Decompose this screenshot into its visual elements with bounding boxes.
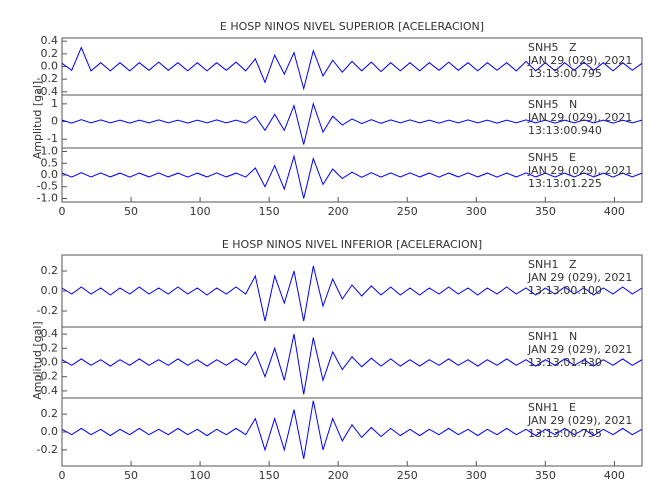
trace-date: JAN 29 (029), 2021 <box>527 164 632 177</box>
trace-station: SNH5 E <box>528 151 576 164</box>
trace-time: 13:13:01.430 <box>528 356 602 369</box>
chart-title: E HOSP NINOS NIVEL INFERIOR [ACELERACION… <box>222 238 482 251</box>
y-axis-label: Amplitud [gal] <box>31 321 44 399</box>
x-tick-label: 150 <box>259 469 280 482</box>
y-tick-label: 0.0 <box>41 168 59 181</box>
trace-time: 13:13:00.795 <box>528 67 602 80</box>
x-tick-label: 200 <box>328 469 349 482</box>
chart-title: E HOSP NINOS NIVEL SUPERIOR [ACELERACION… <box>220 20 484 33</box>
x-tick-label: 250 <box>397 469 418 482</box>
y-tick-label: 0.0 <box>41 425 59 438</box>
x-tick-label: 400 <box>604 205 625 218</box>
y-tick-label: 0.5 <box>41 156 59 169</box>
x-tick-label: 0 <box>59 205 66 218</box>
x-tick-label: 150 <box>259 205 280 218</box>
y-tick-label: 0.2 <box>41 47 59 60</box>
y-tick-label: 0.2 <box>41 407 59 420</box>
x-tick-label: 300 <box>466 469 487 482</box>
waveform <box>61 101 643 145</box>
waveform <box>61 265 643 322</box>
waveform <box>61 154 643 199</box>
trace-station: SNH1 N <box>528 330 577 343</box>
y-tick-label: -1 <box>47 132 58 145</box>
waveform <box>61 333 643 395</box>
x-tick-label: 100 <box>190 205 211 218</box>
trace-date: JAN 29 (029), 2021 <box>527 271 632 284</box>
x-tick-label: 300 <box>466 205 487 218</box>
y-tick-label: 1 <box>51 97 58 110</box>
y-tick-label: 0.0 <box>41 356 59 369</box>
trace-date: JAN 29 (029), 2021 <box>527 343 632 356</box>
y-tick-label: 0.2 <box>41 341 59 354</box>
trace-station: SNH5 Z <box>528 41 577 54</box>
trace-station: SNH1 E <box>528 401 576 414</box>
x-tick-label: 100 <box>190 469 211 482</box>
y-tick-label: 1.0 <box>41 145 59 158</box>
y-tick-label: -0.2 <box>37 304 58 317</box>
y-tick-label: -0.4 <box>37 384 58 397</box>
y-tick-label: -0.4 <box>37 85 58 98</box>
x-tick-label: 50 <box>124 205 138 218</box>
trace-station: SNH5 N <box>528 98 577 111</box>
trace-station: SNH1 Z <box>528 258 577 271</box>
trace-time: 13:13:01.225 <box>528 177 602 190</box>
y-tick-label: -1.0 <box>37 191 58 204</box>
trace-time: 13:13:00.100 <box>528 284 602 297</box>
waveform <box>61 400 643 459</box>
x-tick-label: 200 <box>328 205 349 218</box>
y-axis-label: Amplitud [gal] <box>31 81 44 159</box>
y-tick-label: -0.2 <box>37 443 58 456</box>
trace-time: 13:13:00.940 <box>528 124 602 137</box>
waveform <box>61 46 643 91</box>
y-tick-label: 0 <box>51 115 58 128</box>
trace-date: JAN 29 (029), 2021 <box>527 54 632 67</box>
y-tick-label: -0.5 <box>37 180 58 193</box>
y-tick-label: -0.2 <box>37 370 58 383</box>
y-tick-label: 0.0 <box>41 60 59 73</box>
y-tick-label: -0.2 <box>37 72 58 85</box>
trace-date: JAN 29 (029), 2021 <box>527 111 632 124</box>
x-tick-label: 50 <box>124 469 138 482</box>
x-tick-label: 250 <box>397 205 418 218</box>
trace-time: 13:13:00.755 <box>528 427 602 440</box>
y-tick-label: 0.4 <box>41 34 59 47</box>
y-tick-label: 0.4 <box>41 327 59 340</box>
x-tick-label: 350 <box>535 205 556 218</box>
y-tick-label: 0.0 <box>41 284 59 297</box>
x-tick-label: 400 <box>604 469 625 482</box>
x-tick-label: 0 <box>59 469 66 482</box>
x-tick-label: 350 <box>535 469 556 482</box>
trace-date: JAN 29 (029), 2021 <box>527 414 632 427</box>
y-tick-label: 0.2 <box>41 264 59 277</box>
